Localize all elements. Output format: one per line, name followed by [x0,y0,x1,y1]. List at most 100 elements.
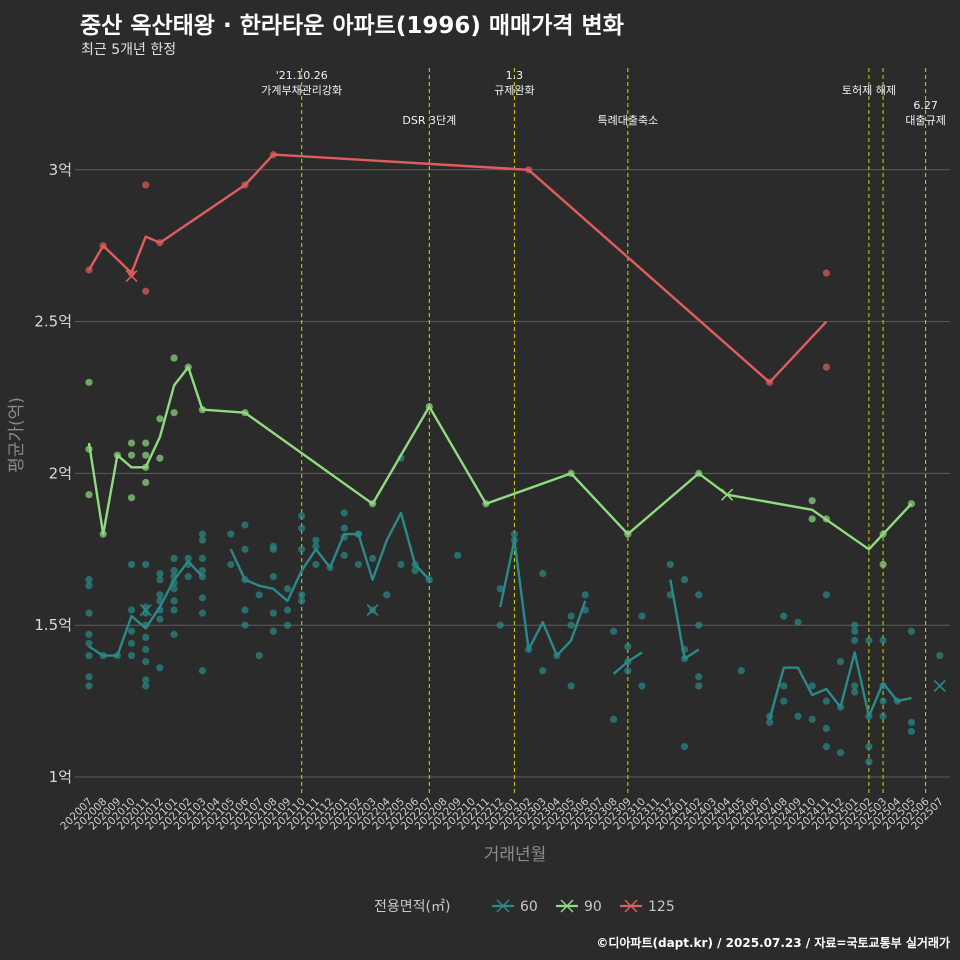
data-point [808,515,816,523]
data-point [198,594,207,602]
data-point [397,560,405,569]
data-point [510,530,518,538]
data-point [851,688,859,696]
cross-marker [933,679,946,692]
data-point [227,560,235,569]
data-point [156,415,164,423]
data-point [127,639,136,648]
data-point [127,439,136,447]
data-point [142,676,150,684]
data-point [822,269,830,277]
data-point [241,521,249,529]
data-point [198,536,207,544]
data-point [567,612,575,620]
data-point [269,545,277,553]
series-line [87,153,828,384]
data-point [170,566,178,575]
data-point [496,621,504,629]
data-point [666,560,674,569]
data-point [198,667,207,675]
data-point [142,633,150,641]
data-point [170,630,178,638]
data-point [170,554,178,563]
data-point [85,378,93,386]
data-point [142,287,150,295]
series-line [229,511,431,603]
data-point [85,582,93,590]
data-point [156,576,164,584]
event-label: 특례대출축소 [597,114,658,127]
cross-marker [366,603,379,617]
legend-key-cross [624,899,638,913]
legend-title: 전용면적(㎡) [374,899,450,915]
series-layer [85,151,946,766]
data-point [907,718,916,726]
data-point [822,697,830,705]
y-axis-title: 평균가(억) [7,397,27,473]
data-point [836,749,845,757]
series-line [88,560,204,657]
data-point [539,569,547,578]
data-point [170,606,178,614]
y-tick-label: 1억 [49,768,72,786]
data-point [170,354,178,362]
data-point [227,530,235,538]
legend: 전용면적(㎡) 60 90 125 [374,899,675,915]
data-point [127,560,136,569]
data-point [142,439,150,447]
data-point [241,545,249,553]
data-point [298,524,306,532]
data-point [822,591,830,599]
data-point [766,718,774,726]
event-label: DSR 3단계 [402,114,456,127]
data-point [312,536,320,544]
data-point [156,664,164,672]
data-point [680,576,689,584]
data-point [879,636,887,644]
series-90 [85,354,916,569]
data-point [127,451,136,459]
data-point [198,554,207,563]
data-point [879,697,887,705]
series-line [768,651,912,720]
data-point [241,621,249,629]
data-point [581,591,589,599]
y-tick-label: 2억 [49,464,72,482]
data-point [567,682,575,690]
data-point [496,585,504,593]
data-point [198,609,207,617]
data-point [907,627,916,635]
data-point [865,758,873,766]
data-point [567,621,575,629]
data-point [142,645,150,654]
data-point [851,636,859,644]
data-point [454,551,462,559]
data-point [127,494,136,502]
data-point [851,621,859,629]
data-point [836,658,845,666]
data-point [695,621,703,629]
data-point [638,612,646,620]
data-point [737,667,745,675]
data-point [184,573,192,581]
data-point [808,715,816,723]
data-point [198,530,207,538]
data-point [610,627,618,635]
data-point [312,542,320,550]
data-point [241,606,249,614]
series-line [612,651,643,675]
data-point [156,591,164,599]
data-point [283,606,292,614]
legend-label: 60 [520,899,538,915]
data-point [865,743,873,751]
y-axis-tick-labels: 1억 1.5억 2억 2.5억 3억 [34,161,72,786]
data-point [156,615,164,623]
data-point [283,621,292,629]
event-label: '21.10.26 [276,69,328,82]
data-point [269,627,277,635]
data-point [695,673,703,681]
data-point [624,642,632,651]
data-point [170,409,178,417]
data-point [907,727,916,736]
